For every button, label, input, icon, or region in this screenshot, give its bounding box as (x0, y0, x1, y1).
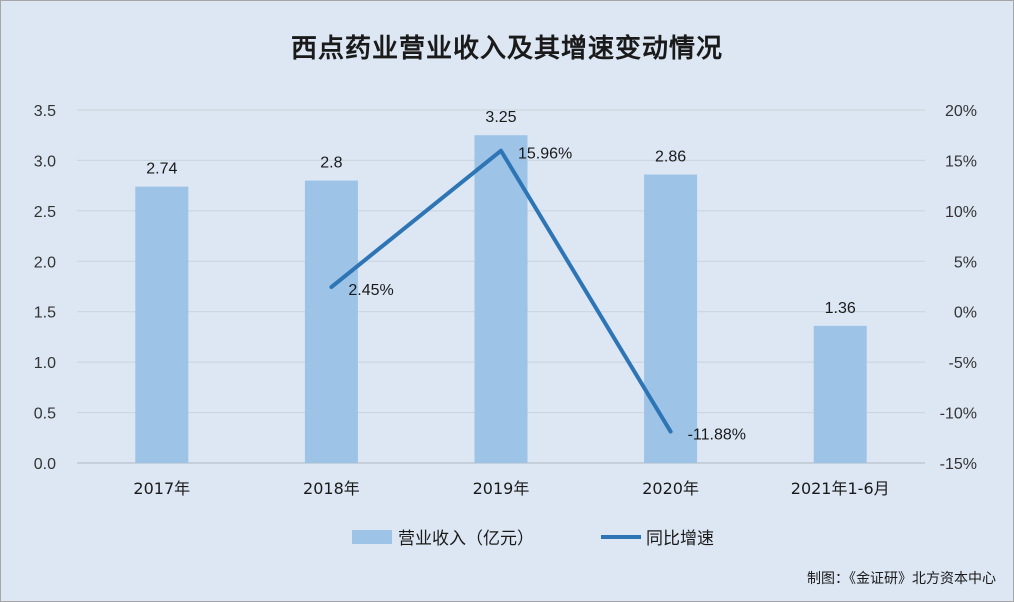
left-axis-tick-label: 0.5 (34, 406, 56, 423)
right-axis-tick-label: 10% (945, 204, 977, 221)
x-axis-category-label: 2020年 (642, 479, 699, 498)
x-axis-category-label: 2019年 (473, 479, 530, 498)
right-axis-tick-label: -15% (940, 456, 977, 473)
x-axis-category-label: 2021年1-6月 (791, 479, 890, 498)
legend-line-label: 同比增速 (646, 529, 714, 549)
right-axis-tick-label: -10% (940, 406, 977, 423)
bar (135, 186, 189, 463)
bar-value-label: 1.36 (825, 300, 856, 317)
bar (304, 180, 358, 463)
right-axis-tick-label: 15% (945, 153, 977, 170)
right-axis-tick-label: 20% (945, 103, 977, 120)
legend-bar-swatch (352, 530, 392, 544)
bar-value-label: 2.74 (146, 161, 177, 178)
line-value-label: 15.96% (518, 146, 572, 163)
legend-bar-label: 营业收入（亿元） (398, 529, 534, 549)
line-value-label: -11.88% (688, 427, 746, 444)
bar-value-label: 2.86 (655, 149, 686, 166)
left-axis-tick-label: 1.0 (34, 355, 56, 372)
x-axis-category-label: 2018年 (303, 479, 360, 498)
chart-title: 西点药业营业收入及其增速变动情况 (290, 34, 723, 64)
left-axis-tick-label: 1.5 (34, 305, 56, 322)
left-axis-tick-label: 2.5 (34, 204, 56, 221)
bar (644, 174, 698, 463)
source-note: 制图：《金证研》北方资本中心 (807, 571, 996, 587)
right-axis-tick-label: 5% (954, 254, 977, 271)
left-axis-tick-label: 0.0 (34, 456, 56, 473)
left-axis-tick-label: 3.0 (34, 153, 56, 170)
bar (474, 135, 528, 463)
right-axis-tick-label: 0% (954, 305, 977, 322)
growth-rate-line (329, 148, 673, 434)
bar (813, 325, 867, 463)
line-value-label: 2.45% (348, 282, 393, 299)
left-axis-tick-label: 2.0 (34, 254, 56, 271)
bar-value-label: 3.25 (485, 109, 516, 126)
bar-value-label: 2.8 (320, 155, 342, 172)
left-axis-tick-label: 3.5 (34, 103, 56, 120)
x-axis-category-label: 2017年 (133, 479, 190, 498)
right-axis-tick-label: -5% (949, 355, 977, 372)
